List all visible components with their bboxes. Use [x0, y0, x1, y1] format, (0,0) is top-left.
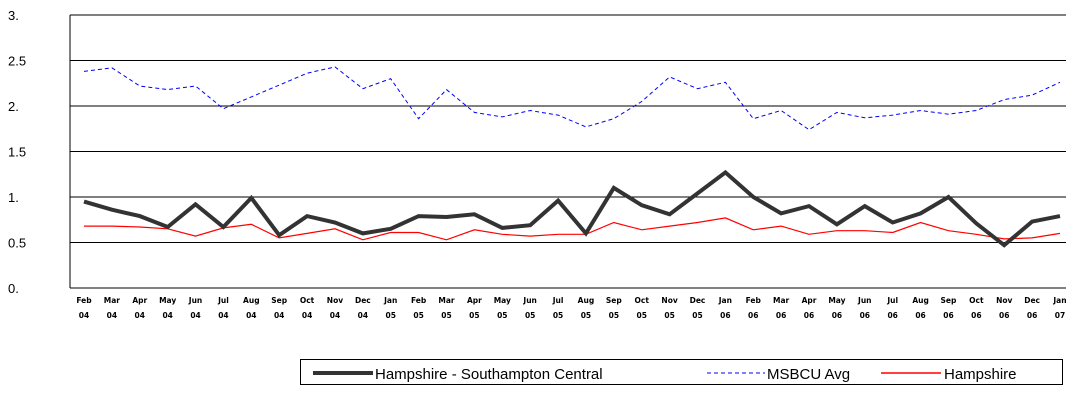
gridlines	[70, 14, 1066, 243]
x-tick-label: 06	[748, 311, 758, 320]
x-tick-label: Feb	[411, 296, 427, 305]
x-tick-label: 05	[581, 311, 591, 320]
x-tick-label: 04	[135, 311, 145, 320]
x-axis: Feb 04 Mar 04 Apr 04 May 04 Jun 04 Jul 04 Aug 04 Sep 04…	[70, 287, 1067, 320]
x-tick-label: Sep	[606, 296, 622, 305]
x-tick-label: Jul	[217, 296, 229, 305]
x-tick-label: Jun	[188, 296, 202, 305]
x-tick-label: 04	[79, 311, 89, 320]
x-tick-label: Mar	[438, 296, 455, 305]
y-tick-label: 0.5	[8, 236, 26, 251]
x-tick-label: 05	[413, 311, 423, 320]
x-tick-label: 04	[302, 311, 312, 320]
x-tick-label: 05	[469, 311, 479, 320]
x-tick-label: May	[494, 296, 511, 305]
y-tick-label: 1.5	[8, 145, 26, 160]
x-tick-label: 04	[107, 311, 117, 320]
y-tick-label: 1.	[8, 190, 19, 205]
x-tick-label: 05	[497, 311, 507, 320]
y-tick-label: 2.	[8, 99, 19, 114]
x-tick-label: Jul	[552, 296, 564, 305]
series-line-msbcu-avg	[83, 66, 1061, 131]
x-tick-label: Jan	[1052, 296, 1066, 305]
x-tick-label: May	[159, 296, 176, 305]
x-tick-label: 06	[832, 311, 842, 320]
x-tick-label: 04	[274, 311, 284, 320]
x-tick-label: 04	[190, 311, 200, 320]
x-tick-label: Mar	[104, 296, 121, 305]
x-tick-label: Jun	[522, 296, 536, 305]
x-tick-label: 06	[776, 311, 786, 320]
x-tick-label: Jan	[383, 296, 397, 305]
x-tick-label: Apr	[132, 296, 147, 305]
y-tick-label: 0.	[8, 281, 19, 296]
x-tick-label: Aug	[243, 296, 260, 305]
x-tick-label: 04	[218, 311, 228, 320]
x-tick-label: 06	[971, 311, 981, 320]
x-tick-label: Oct	[635, 296, 650, 305]
x-tick-label: Oct	[969, 296, 984, 305]
x-tick-label: 05	[386, 311, 396, 320]
legend: Hampshire - Southampton Central MSBCU Av…	[300, 359, 1063, 385]
legend-label-msbcu: MSBCU Avg	[767, 366, 850, 383]
x-tick-label: Aug	[578, 296, 595, 305]
series-line-hampshire	[84, 217, 1061, 241]
x-tick-label: Nov	[996, 296, 1012, 305]
x-tick-label: Oct	[300, 296, 315, 305]
series-lines	[83, 66, 1061, 248]
x-tick-label: 06	[804, 311, 814, 320]
x-tick-label: Jan	[718, 296, 732, 305]
x-tick-label: Feb	[746, 296, 762, 305]
y-tick-label: 3.	[8, 8, 19, 23]
x-tick-label: Mar	[773, 296, 790, 305]
x-tick-label: Jun	[857, 296, 871, 305]
x-tick-label: 05	[664, 311, 674, 320]
x-tick-label: Sep	[941, 296, 957, 305]
y-tick-label: 2.5	[8, 54, 26, 69]
x-tick-label: 04	[246, 311, 256, 320]
x-tick-label: Dec	[355, 296, 371, 305]
x-tick-label: Aug	[912, 296, 929, 305]
x-tick-label: Nov	[661, 296, 677, 305]
x-tick-label: Nov	[327, 296, 343, 305]
legend-label-southampton: Hampshire - Southampton Central	[375, 366, 603, 383]
x-tick-label: Feb	[76, 296, 92, 305]
x-tick-label: Apr	[467, 296, 482, 305]
x-tick-label: Dec	[690, 296, 706, 305]
x-tick-label: 04	[330, 311, 340, 320]
x-tick-label: 05	[692, 311, 702, 320]
x-tick-label: 06	[915, 311, 925, 320]
x-tick-label: 05	[636, 311, 646, 320]
x-tick-label: 05	[441, 311, 451, 320]
x-tick-label: 05	[553, 311, 563, 320]
series-line-hampshire-southampton-central	[83, 169, 1061, 248]
x-tick-label: 06	[943, 311, 953, 320]
x-tick-label: 07	[1055, 311, 1065, 320]
x-tick-label: 05	[609, 311, 619, 320]
x-tick-label: 06	[999, 311, 1009, 320]
y-axis: 0. 0.5 1. 1.5 2. 2.5 3.	[8, 8, 71, 296]
x-tick-label: 06	[720, 311, 730, 320]
x-tick-label: 06	[1027, 311, 1037, 320]
x-tick-label: 06	[860, 311, 870, 320]
legend-label-hampshire: Hampshire	[944, 366, 1017, 383]
x-tick-label: May	[828, 296, 845, 305]
x-tick-label: Dec	[1024, 296, 1040, 305]
x-tick-label: 05	[525, 311, 535, 320]
x-tick-label: Sep	[271, 296, 287, 305]
x-tick-label: Jul	[886, 296, 898, 305]
x-tick-label: 06	[887, 311, 897, 320]
x-tick-label: 04	[358, 311, 368, 320]
x-tick-label: 04	[162, 311, 172, 320]
x-tick-label: Apr	[802, 296, 817, 305]
